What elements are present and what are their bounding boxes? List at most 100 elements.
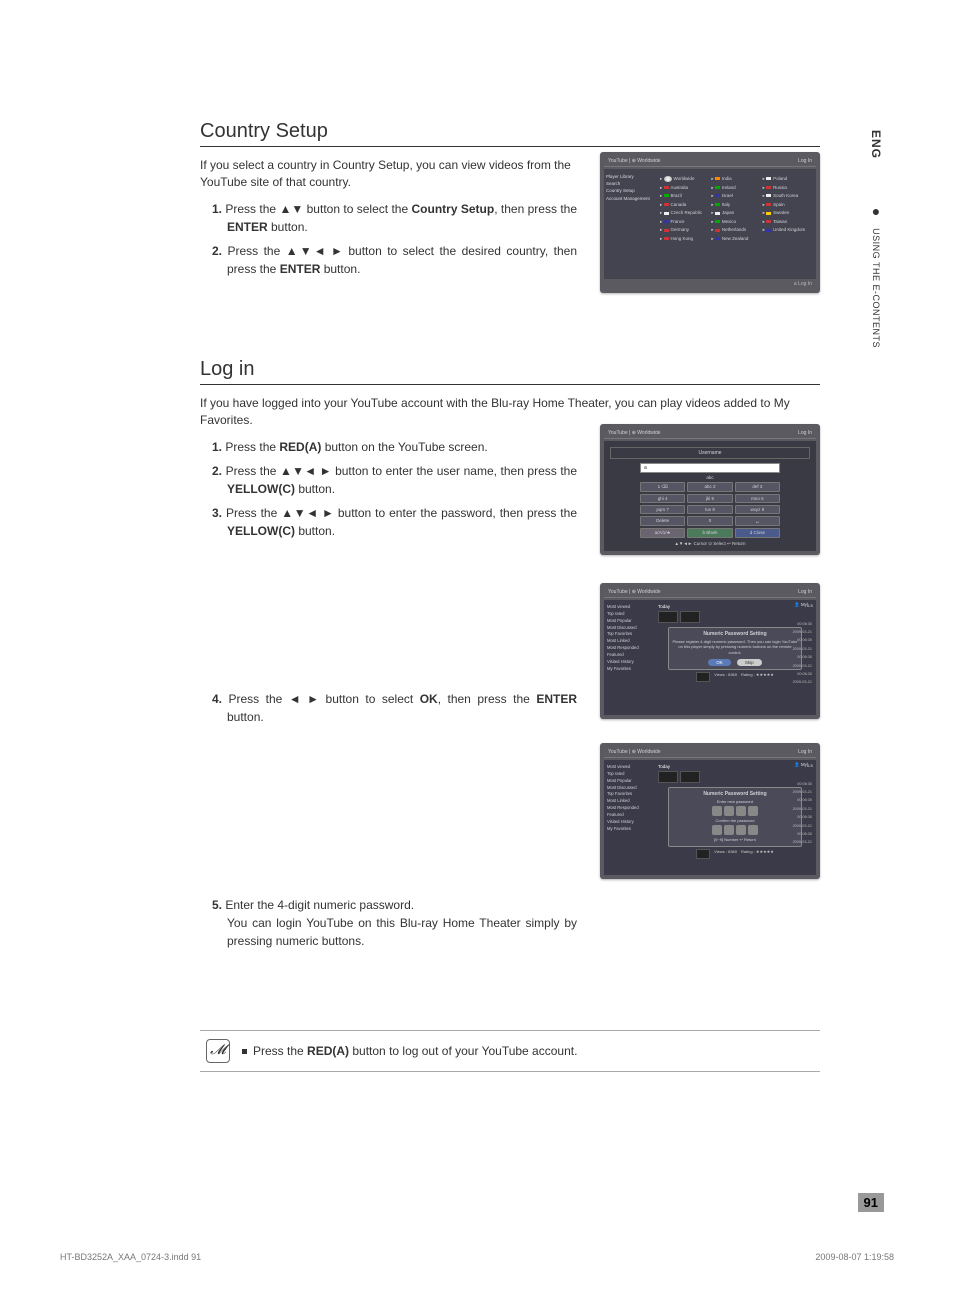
sidebar-item[interactable]: Search bbox=[606, 180, 652, 187]
sidebar-item[interactable]: Player Library bbox=[606, 173, 652, 180]
sidebar-item[interactable]: Most Linked bbox=[607, 638, 651, 645]
sidebar-item[interactable]: Most Responded bbox=[607, 645, 651, 652]
sidebar-item[interactable]: Top rated bbox=[607, 611, 651, 618]
country-item[interactable]: ▸ Hong Kong bbox=[660, 235, 707, 244]
country-item[interactable]: ▸ Mexico bbox=[711, 218, 758, 227]
sidebar-item[interactable]: My Favorites bbox=[607, 666, 651, 673]
key-1[interactable]: 1 ⌫ bbox=[640, 482, 685, 492]
bottom-bar: Views : 8369 Rating : ★★★★★ bbox=[658, 672, 812, 682]
country-item[interactable]: ▸ India bbox=[711, 175, 758, 184]
country-item[interactable]: ▸ Israel bbox=[711, 192, 758, 201]
sidebar-item[interactable]: Most Popular bbox=[607, 778, 651, 785]
key-pqrs[interactable]: pqrs 7 bbox=[640, 505, 685, 514]
country-item[interactable]: ▸ Netherlands bbox=[711, 226, 758, 235]
ss-breadcrumb: YouTube | ⊕ Worldwide bbox=[608, 430, 661, 436]
list-main: 👤 My| Today 1/5 Numeric Password Setting… bbox=[654, 760, 816, 875]
pw-box[interactable] bbox=[724, 825, 734, 835]
pw-box[interactable] bbox=[712, 825, 722, 835]
video-thumb[interactable] bbox=[696, 849, 710, 859]
abc-label: abc bbox=[610, 475, 810, 480]
video-thumb[interactable] bbox=[680, 611, 700, 623]
ss-login-btn[interactable]: Log In bbox=[798, 749, 812, 755]
page-indicator: 1/5 bbox=[807, 603, 813, 608]
pw-box[interactable] bbox=[748, 806, 758, 816]
video-thumb[interactable] bbox=[680, 771, 700, 783]
country-item[interactable]: ▸ France bbox=[660, 218, 707, 227]
ss-header: YouTube | ⊕ Worldwide Log In bbox=[604, 156, 816, 167]
sidebar-item[interactable]: Top Favorites bbox=[607, 791, 651, 798]
ss-header: YouTube | ⊕ Worldwide Log In bbox=[604, 747, 816, 758]
sidebar-item[interactable]: Most Discussed bbox=[607, 785, 651, 792]
sidebar-item[interactable]: Most Responded bbox=[607, 805, 651, 812]
key-mno[interactable]: mno 6 bbox=[735, 494, 780, 503]
key-space[interactable]: ␣ bbox=[735, 516, 780, 526]
key-ghi[interactable]: ghi 4 bbox=[640, 494, 685, 503]
keyboard-screenshot: YouTube | ⊕ Worldwide Log In Username a … bbox=[600, 424, 820, 555]
skip-button[interactable]: Skip bbox=[737, 659, 762, 666]
username-input[interactable]: a bbox=[640, 463, 780, 473]
video-thumb[interactable] bbox=[696, 672, 710, 682]
confirm-pw-boxes[interactable] bbox=[672, 825, 798, 835]
country-item[interactable]: ▸ United Kingdom bbox=[763, 226, 810, 235]
sidebar-item[interactable]: Most Linked bbox=[607, 798, 651, 805]
timestamp: 2009-03-21 bbox=[793, 678, 812, 686]
login-step-2: 2. Press the ▲▼◄ ► button to enter the u… bbox=[212, 462, 577, 498]
sidebar-item[interactable]: Country Setup bbox=[606, 187, 652, 194]
sidebar-item[interactable]: Account Management bbox=[606, 195, 652, 202]
key-jkl[interactable]: jkl 5 bbox=[687, 494, 732, 503]
country-item[interactable]: ▸ Japan bbox=[711, 209, 758, 218]
key-tuv[interactable]: tuv 8 bbox=[687, 505, 732, 514]
sidebar-item[interactable]: Featured bbox=[607, 652, 651, 659]
country-item[interactable]: ▸ Czech Republic bbox=[660, 209, 707, 218]
sidebar-item[interactable]: My Favorites bbox=[607, 826, 651, 833]
country-item[interactable]: ▸ Italy bbox=[711, 201, 758, 210]
country-item[interactable]: ▸ Ireland bbox=[711, 184, 758, 193]
login-heading: Log in bbox=[200, 358, 820, 385]
sidebar-item[interactable]: Most viewed bbox=[607, 764, 651, 771]
sidebar-item[interactable]: Most Discussed bbox=[607, 625, 651, 632]
video-thumb[interactable] bbox=[658, 771, 678, 783]
pw-boxes[interactable] bbox=[672, 806, 798, 816]
country-item[interactable]: ▸ Brazil bbox=[660, 192, 707, 201]
pw-box[interactable] bbox=[736, 825, 746, 835]
login-step-3: 3. Press the ▲▼◄ ► button to enter the p… bbox=[212, 504, 577, 540]
country-item[interactable]: ▸ Worldwide bbox=[660, 175, 707, 184]
pw-box[interactable] bbox=[736, 806, 746, 816]
key-blank[interactable]: b Blank bbox=[687, 528, 732, 538]
country-item[interactable]: ▸ New Zealand bbox=[711, 235, 758, 244]
side-tab-section: USING THE E-CONTENTS bbox=[871, 228, 881, 348]
country-item[interactable]: ▸ Australia bbox=[660, 184, 707, 193]
sidebar-item[interactable]: Featured bbox=[607, 812, 651, 819]
country-item[interactable]: ▸ Taiwan bbox=[763, 218, 810, 227]
pw-box[interactable] bbox=[748, 825, 758, 835]
sidebar-item[interactable]: Top rated bbox=[607, 771, 651, 778]
ss-login-btn[interactable]: Log In bbox=[798, 430, 812, 436]
pw-hint: [0~9] Number ↩ Return bbox=[672, 837, 798, 842]
country-item[interactable]: ▸ Poland bbox=[763, 175, 810, 184]
country-item[interactable]: ▸ Russia bbox=[763, 184, 810, 193]
ss-login-btn[interactable]: Log In bbox=[798, 589, 812, 595]
sidebar-item[interactable]: Top Favorites bbox=[607, 631, 651, 638]
country-item[interactable]: ▸ South Korea bbox=[763, 192, 810, 201]
pw-box[interactable] bbox=[724, 806, 734, 816]
country-item[interactable]: ▸ Canada bbox=[660, 201, 707, 210]
sidebar-item[interactable]: Visited History bbox=[607, 659, 651, 666]
key-delete[interactable]: Delete bbox=[640, 516, 685, 526]
sidebar-item[interactable]: Visited History bbox=[607, 819, 651, 826]
sidebar-item[interactable]: Most Popular bbox=[607, 618, 651, 625]
country-item[interactable]: ▸ Germany bbox=[660, 226, 707, 235]
key-def[interactable]: def 3 bbox=[735, 482, 780, 492]
ss-login-btn[interactable]: Log In bbox=[798, 158, 812, 164]
key-shift[interactable]: a/A/1/★ bbox=[640, 528, 685, 538]
key-0[interactable]: 0 bbox=[687, 516, 732, 526]
ok-button[interactable]: OK bbox=[708, 659, 731, 666]
video-thumb[interactable] bbox=[658, 611, 678, 623]
country-grid: ▸ Worldwide ▸ Australia ▸ Brazil ▸ Canad… bbox=[654, 169, 816, 279]
sidebar-item[interactable]: Most viewed bbox=[607, 604, 651, 611]
country-item[interactable]: ▸ Sweden bbox=[763, 209, 810, 218]
pw-box[interactable] bbox=[712, 806, 722, 816]
key-abc[interactable]: abc 2 bbox=[687, 482, 732, 492]
country-item[interactable]: ▸ Spain bbox=[763, 201, 810, 210]
key-close[interactable]: d Close bbox=[735, 528, 780, 538]
key-wxyz[interactable]: wxyz 9 bbox=[735, 505, 780, 514]
